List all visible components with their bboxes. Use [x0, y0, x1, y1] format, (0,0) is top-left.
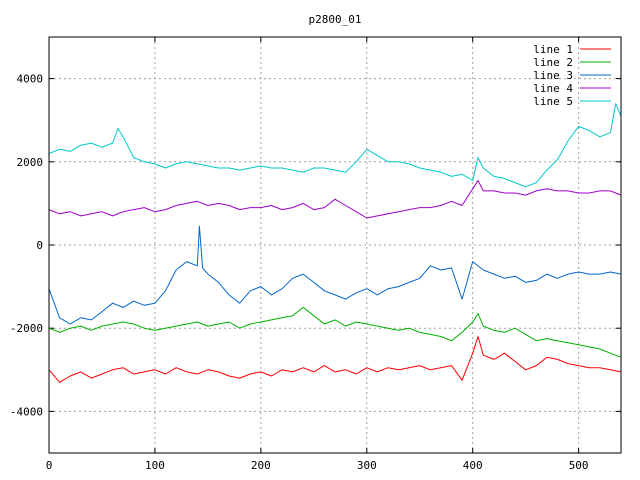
series-line-1 [48, 336, 622, 383]
legend-label: line 2 [533, 56, 573, 69]
y-tick-label: -4000 [10, 405, 43, 418]
chart-title: p2800_01 [309, 13, 362, 26]
y-tick-label: 0 [36, 239, 43, 252]
x-tick-label: 100 [145, 459, 165, 472]
y-tick-label: 2000 [17, 156, 44, 169]
series-line-5 [48, 103, 622, 188]
x-tick-label: 400 [463, 459, 483, 472]
x-tick-label: 0 [46, 459, 53, 472]
y-tick-label: -2000 [10, 322, 43, 335]
grid [49, 37, 621, 453]
legend-label: line 1 [533, 43, 573, 56]
axis-ticks: 0 100 200 300 400 500 -4000 -2000 0 2000 4000 [10, 37, 621, 472]
x-tick-label: 200 [251, 459, 271, 472]
legend-label: line 3 [533, 69, 573, 82]
x-tick-label: 500 [569, 459, 589, 472]
series-line-3 [48, 225, 622, 325]
x-tick-label: 300 [357, 459, 377, 472]
y-tick-label: 4000 [17, 73, 44, 86]
series-line-4 [48, 180, 622, 219]
series-lines [48, 103, 622, 383]
series-line-2 [48, 306, 622, 358]
legend-label: line 4 [533, 82, 573, 95]
plot-frame [48, 36, 622, 454]
legend-label: line 5 [533, 95, 573, 108]
